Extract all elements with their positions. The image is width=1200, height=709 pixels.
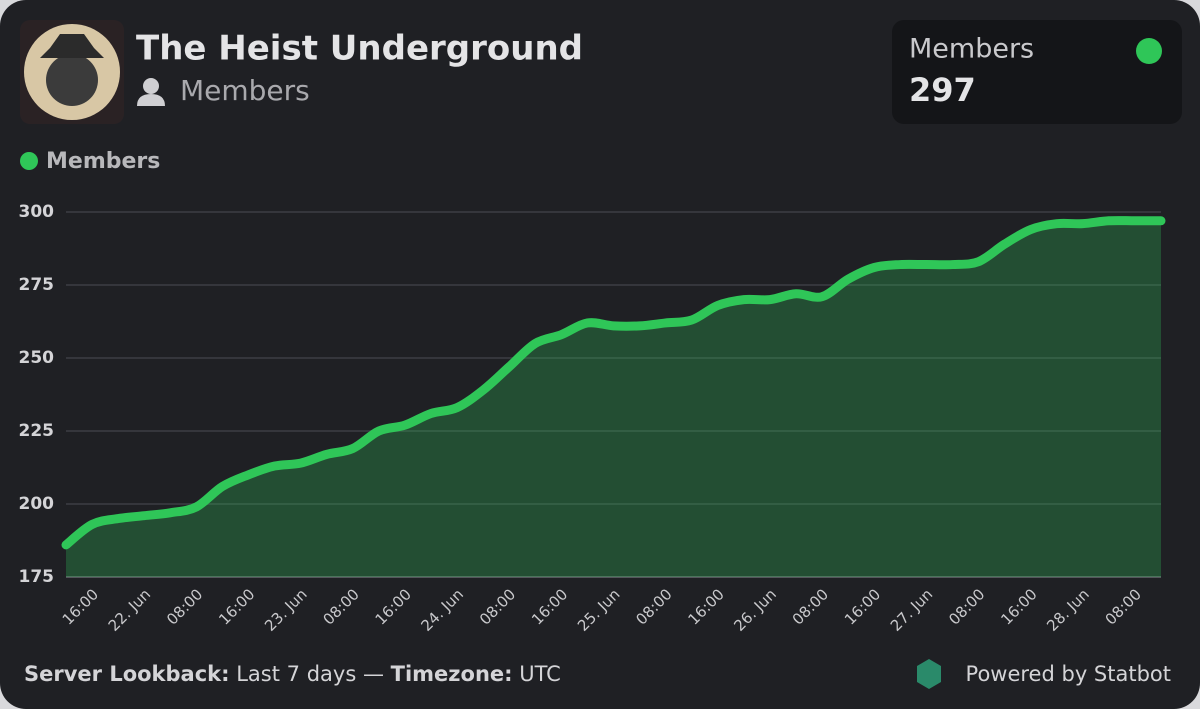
powered-by: Powered by Statbot — [966, 662, 1171, 686]
person-icon — [137, 94, 165, 106]
lookback: Last 7 days — [236, 662, 356, 686]
avatar-face — [46, 54, 98, 106]
y-tick-label: 225 — [19, 421, 55, 441]
avatar-hat — [40, 34, 104, 58]
footer-text: Server Lookback: Last 7 days — Timezone:… — [24, 662, 561, 686]
stat-label: Members — [909, 34, 1034, 65]
person-icon — [143, 78, 159, 94]
legend-label: Members — [46, 149, 160, 174]
area — [66, 220, 1161, 577]
timezone-label: Timezone: — [391, 662, 513, 686]
separator: — — [363, 662, 384, 686]
line — [61, 216, 1166, 550]
y-tick-label: 200 — [19, 494, 55, 514]
stat-box — [892, 20, 1182, 124]
y-tick-label: 175 — [19, 567, 55, 587]
y-tick-label: 275 — [19, 275, 55, 295]
subtitle: Members — [180, 74, 310, 107]
stat-dot — [1136, 38, 1162, 64]
statbot-logo — [917, 659, 941, 689]
y-tick-label: 300 — [19, 202, 55, 222]
lookback-label: Server Lookback: — [24, 662, 230, 686]
legend-dot — [20, 152, 38, 170]
stat-value: 297 — [909, 71, 976, 109]
y-tick-label: 250 — [19, 348, 55, 368]
timezone: UTC — [519, 662, 561, 686]
title: The Heist Underground — [136, 29, 583, 69]
